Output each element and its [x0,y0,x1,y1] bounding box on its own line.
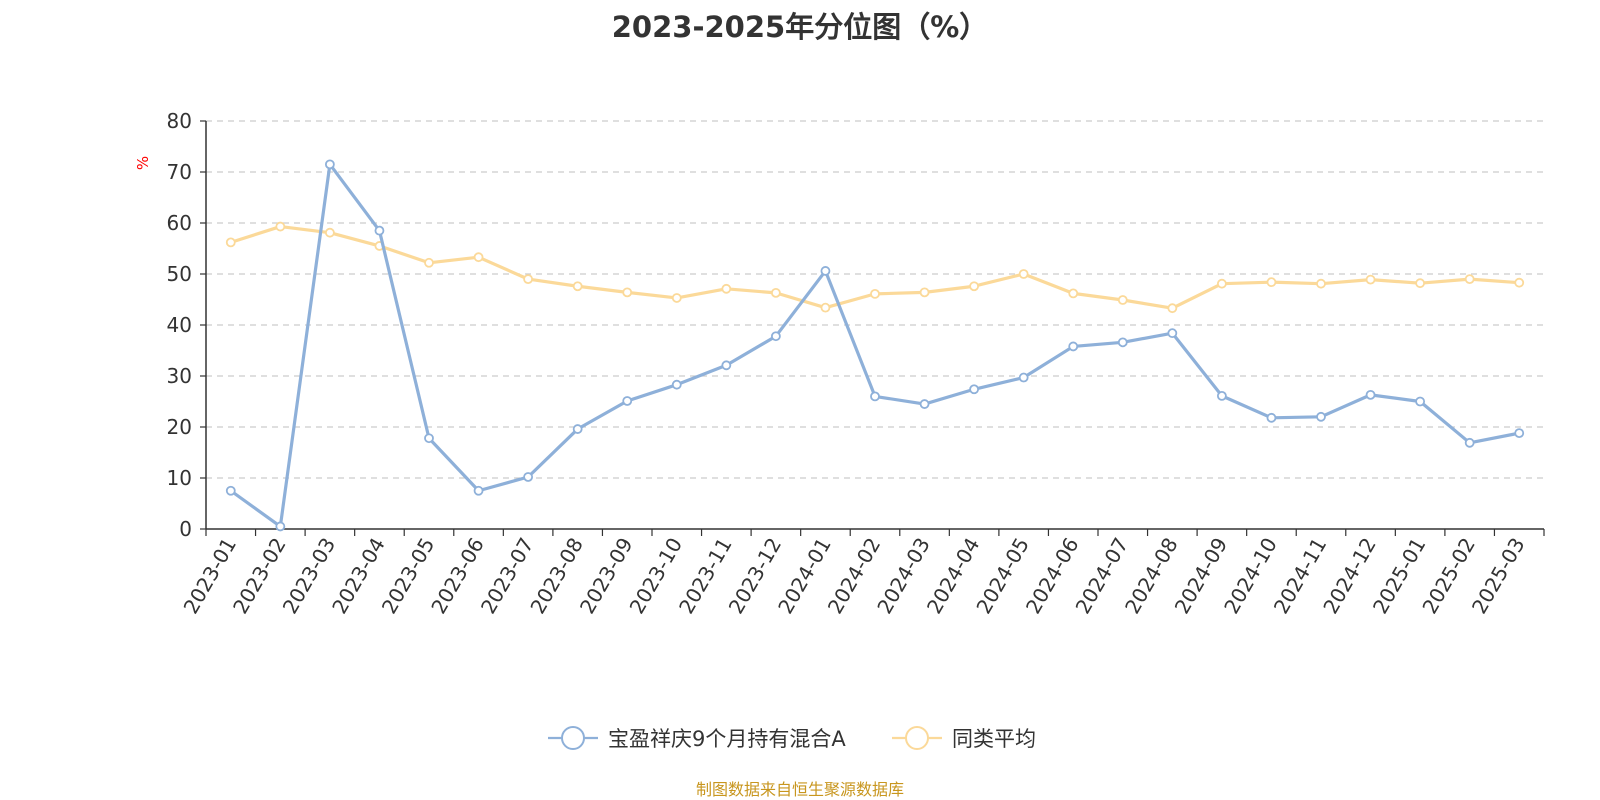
data-point[interactable] [770,287,781,298]
data-point[interactable] [1018,269,1029,279]
data-point[interactable] [622,396,633,406]
data-point[interactable] [1514,277,1525,288]
y-axis-label: % [134,156,152,170]
data-point[interactable] [969,384,980,395]
data-point[interactable] [572,281,583,292]
data-point[interactable] [1266,277,1277,288]
y-tick-label: 80 [167,109,192,133]
data-point[interactable] [1266,412,1277,423]
data-point[interactable] [1365,274,1376,285]
series-line-0 [229,162,1520,529]
data-point[interactable] [671,379,682,390]
data-point[interactable] [969,281,980,292]
data-point[interactable] [770,331,781,342]
data-point[interactable] [424,257,434,268]
data-point[interactable] [1117,337,1128,348]
data-point[interactable] [424,433,434,444]
data-point[interactable] [1316,278,1326,289]
y-tick-label: 0 [179,517,192,541]
data-point[interactable] [1415,278,1426,289]
data-point[interactable] [324,227,335,238]
data-point[interactable] [1068,341,1079,352]
y-tick-label: 40 [167,313,192,337]
data-point[interactable] [572,424,583,434]
data-point[interactable] [1464,437,1475,448]
y-tick-label: 50 [167,262,192,286]
data-point[interactable] [1167,328,1178,339]
data-point[interactable] [820,266,831,276]
data-point[interactable] [473,252,484,263]
data-point[interactable] [622,287,633,298]
legend-label: 宝盈祥庆9个月持有混合A [608,727,846,751]
data-point[interactable] [225,237,236,248]
y-tick-label: 60 [167,211,192,235]
y-tick-label: 30 [167,364,192,388]
data-point[interactable] [473,485,484,496]
data-point[interactable] [1464,274,1475,285]
y-tick-label: 10 [167,466,192,490]
data-point[interactable] [523,472,534,482]
legend-item-1[interactable]: 同类平均 [892,726,1036,751]
data-point[interactable] [225,485,236,496]
data-point[interactable] [1018,372,1029,383]
data-point[interactable] [1068,288,1079,299]
data-point[interactable] [1117,295,1128,305]
y-tick-label: 70 [167,160,192,184]
data-point[interactable] [523,274,534,285]
y-tick-label: 20 [167,415,192,439]
data-point[interactable] [1514,428,1525,439]
data-point[interactable] [1216,390,1227,401]
legend-marker [561,726,585,750]
series-lines [225,159,1525,532]
data-point[interactable] [1167,303,1178,314]
legend-label: 同类平均 [952,727,1036,751]
data-point[interactable] [1415,396,1426,407]
data-point[interactable] [870,391,880,402]
data-point[interactable] [721,283,732,294]
grid-lines [206,120,1544,479]
data-point[interactable] [275,521,286,532]
data-point[interactable] [870,288,880,299]
data-point[interactable] [1365,389,1376,400]
chart-title: 2023-2025年分位图（%） [611,10,989,44]
data-point[interactable] [721,360,732,371]
legend-marker [905,726,929,750]
data-point[interactable] [919,287,930,298]
data-point[interactable] [1316,411,1326,422]
data-point[interactable] [275,221,286,232]
legend-item-0[interactable]: 宝盈祥庆9个月持有混合A [548,726,846,751]
source-note: 制图数据来自恒生聚源数据库 [695,780,904,799]
data-point[interactable] [820,302,831,313]
data-point[interactable] [1216,278,1227,289]
legend[interactable]: 宝盈祥庆9个月持有混合A 同类平均 [548,726,1036,751]
data-point[interactable] [374,225,385,236]
data-point[interactable] [919,399,930,409]
data-point[interactable] [671,293,682,303]
data-point[interactable] [324,159,335,170]
